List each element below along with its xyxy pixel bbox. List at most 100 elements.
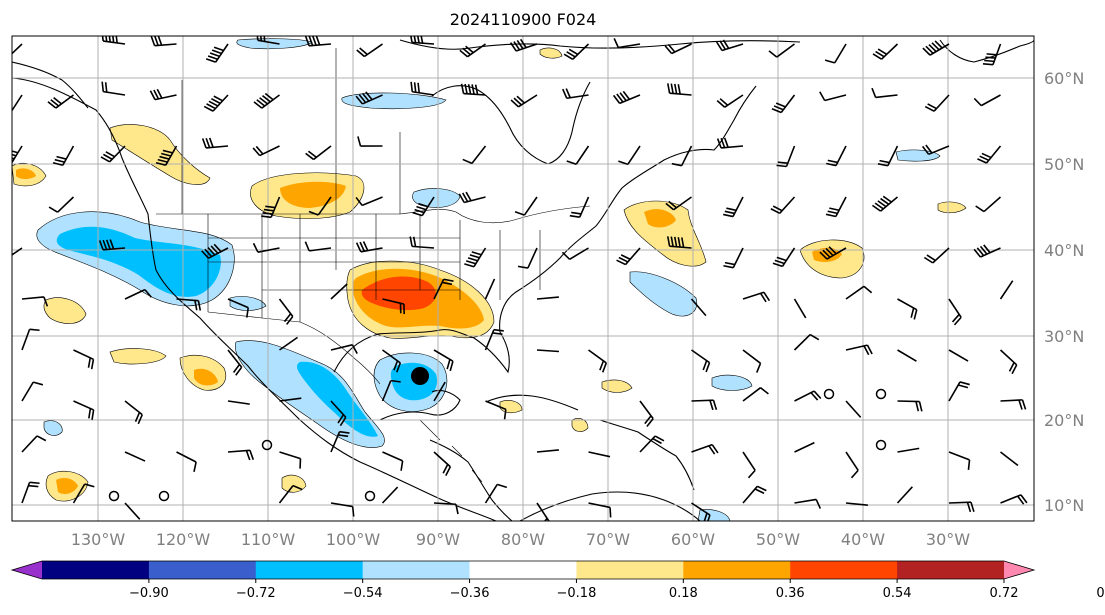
wind-barb-feather xyxy=(599,360,605,371)
wind-barb-feather xyxy=(150,36,156,46)
wind-barb-feather xyxy=(91,409,95,420)
wind-barb-feather xyxy=(443,278,454,282)
wind-barb-staff xyxy=(433,349,454,362)
wind-barb-feather xyxy=(754,488,765,495)
wind-barb-staff xyxy=(779,196,796,214)
wind-barb-staff xyxy=(999,349,1018,366)
wind-barb-feather xyxy=(712,399,718,411)
wind-barb-feather xyxy=(497,483,508,489)
wind-barb-feather xyxy=(977,158,987,164)
colorbar-segment xyxy=(469,561,577,579)
wind-barb-staff xyxy=(845,451,859,471)
wind-barb-feather xyxy=(232,363,241,373)
wind-barb-staff xyxy=(208,247,229,259)
wind-barb-staff xyxy=(257,247,280,253)
wind-barb-feather xyxy=(756,485,767,492)
wind-barb-staff xyxy=(980,247,1001,258)
wind-barb-staff xyxy=(1000,494,1022,504)
wind-barb-staff xyxy=(484,278,496,300)
wind-barb-feather xyxy=(467,257,478,262)
wind-barb-feather xyxy=(983,244,991,254)
wind-barb-feather xyxy=(53,97,62,105)
wind-barb-staff xyxy=(897,400,920,403)
gridlines xyxy=(12,36,1034,521)
wind-barb-feather xyxy=(263,208,274,212)
wind-barb-feather xyxy=(708,445,716,455)
wind-barb-staff xyxy=(721,145,744,149)
positive-anomaly-mid xyxy=(194,368,218,386)
wind-barb-staff xyxy=(793,298,807,319)
wind-barb-staff xyxy=(485,400,507,411)
wind-barb-feather xyxy=(108,36,111,43)
wind-barb-feather xyxy=(979,245,988,255)
wind-barb-feather xyxy=(362,241,369,251)
positive-anomaly-mid xyxy=(280,181,346,208)
border-central-america xyxy=(419,419,483,483)
wind-barb-feather xyxy=(571,211,582,215)
colorbar-tick-label: −0.18 xyxy=(557,586,597,601)
wind-barb-staff xyxy=(433,381,446,402)
map-frame xyxy=(11,35,1035,522)
wind-barb-feather xyxy=(204,248,213,258)
wind-barb-staff xyxy=(124,400,143,416)
wind-barb-feather xyxy=(442,464,449,474)
wind-barb-staff xyxy=(527,247,538,269)
wind-barb-feather xyxy=(711,444,719,454)
wind-barb-feather xyxy=(12,153,17,157)
wind-barb-feather xyxy=(252,242,259,253)
wind-barb-feather xyxy=(446,359,451,370)
wind-barb-feather xyxy=(311,36,317,46)
wind-barb-staff xyxy=(578,196,590,218)
wind-barb-feather xyxy=(203,105,214,112)
wind-barb-feather xyxy=(724,261,735,266)
wind-barb-staff xyxy=(330,344,353,351)
wind-barb-feather xyxy=(0,254,4,260)
wind-barb-feather xyxy=(259,97,268,105)
wind-barb-feather xyxy=(265,205,276,209)
positive-anomaly-mid xyxy=(56,478,78,494)
wind-barb-feather xyxy=(850,469,859,479)
colorbar-segment xyxy=(362,561,471,579)
wind-barb-staff xyxy=(21,329,31,351)
wind-barb-staff xyxy=(21,435,38,453)
negative-anomaly-region xyxy=(711,374,753,391)
colorbar-segment xyxy=(576,561,684,579)
wind-barb-feather xyxy=(813,390,822,400)
wind-barb-feather xyxy=(966,502,972,513)
wind-barb-feather xyxy=(337,414,345,424)
wind-barb-feather xyxy=(666,236,671,247)
wind-barb-feather xyxy=(503,409,507,420)
wind-barb-feather xyxy=(719,98,729,106)
wind-barb-feather xyxy=(262,212,273,215)
wind-barb-staff xyxy=(467,43,486,58)
wind-barb-feather xyxy=(970,501,975,512)
wind-barb-staff xyxy=(618,43,641,49)
wind-barb-feather xyxy=(464,83,468,94)
wind-barb-staff xyxy=(896,486,913,504)
wind-barb-feather xyxy=(361,92,370,102)
wind-barb-staff xyxy=(742,291,765,300)
wind-barb-feather xyxy=(98,240,104,251)
coastline-central-america xyxy=(429,439,513,521)
wind-barb-feather xyxy=(256,99,266,107)
wind-barb-feather xyxy=(492,332,503,335)
wind-barb-feather xyxy=(671,162,682,167)
wind-barb-staff xyxy=(776,43,795,58)
wind-barb-feather xyxy=(882,195,892,203)
wind-barb-feather xyxy=(261,215,272,219)
wind-barb-staff xyxy=(887,145,899,167)
colorbar xyxy=(10,560,1036,580)
wind-barb-feather xyxy=(702,360,708,371)
wind-barb-staff xyxy=(680,145,693,167)
wind-barb-feather xyxy=(252,147,261,157)
wind-barb-feather xyxy=(747,469,756,479)
wind-barb-feather xyxy=(157,36,163,46)
wind-barb-staff xyxy=(463,92,486,96)
wind-barb-staff xyxy=(588,502,611,509)
wind-barb-feather xyxy=(29,481,40,485)
wind-barb-feather xyxy=(1,162,11,165)
wind-barb-feather xyxy=(674,83,678,94)
wind-barb-feather xyxy=(307,150,317,158)
wind-barb-feather xyxy=(155,161,166,166)
wind-barb-feather xyxy=(193,461,197,472)
